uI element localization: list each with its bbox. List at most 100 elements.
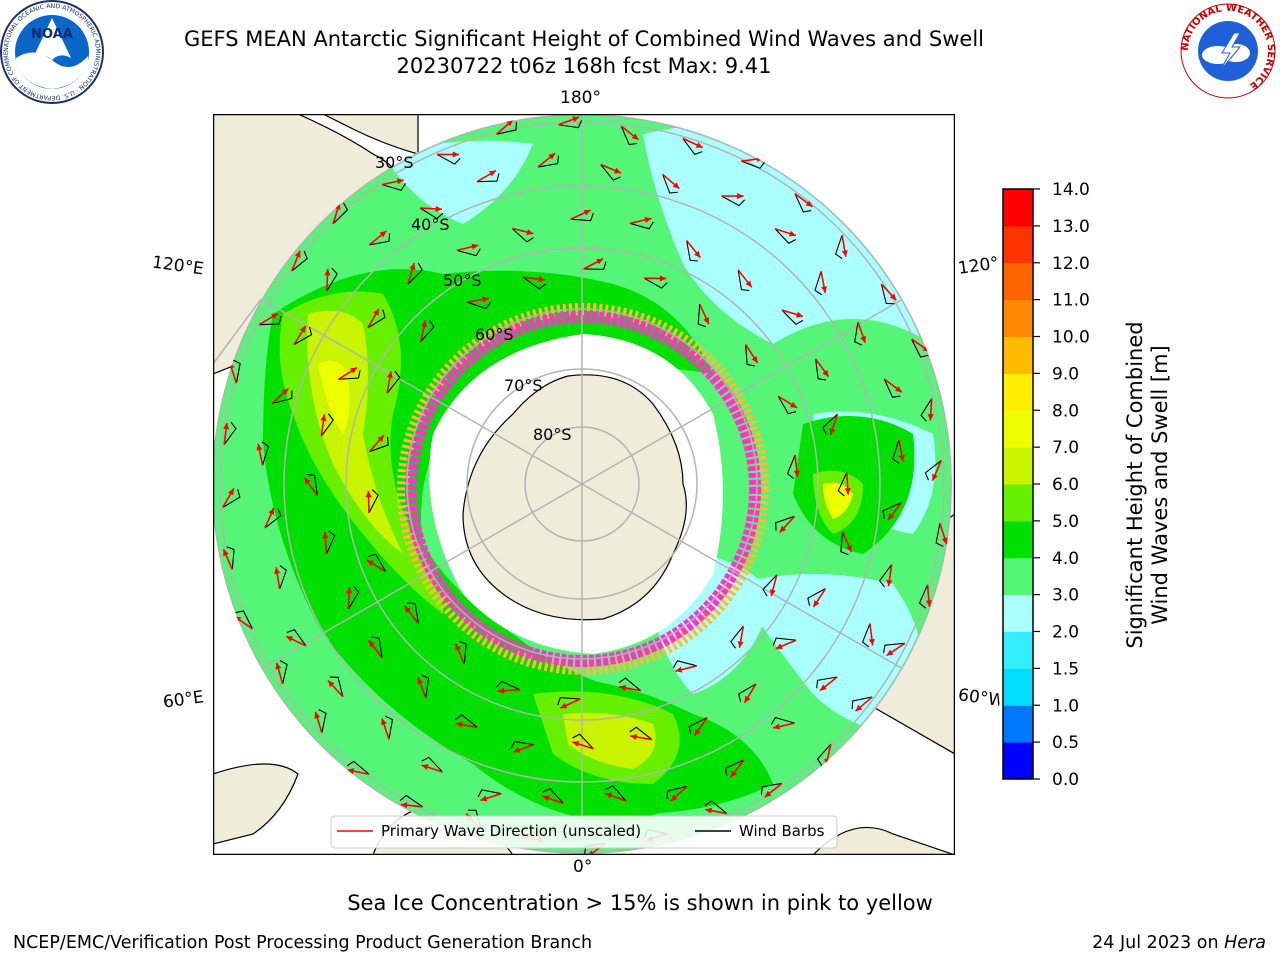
polar-map: 30°S 40°S 50°S 60°S 70°S 80°S Primary Wa… xyxy=(213,114,955,855)
wave-arrow-head xyxy=(497,687,505,694)
wave-arrow-head xyxy=(744,695,751,703)
wave-arrow-head xyxy=(822,369,829,377)
wind-barb xyxy=(816,743,832,767)
wind-barb xyxy=(840,531,849,556)
wave-arrow-head xyxy=(572,741,580,747)
wave-arrow-head xyxy=(889,293,897,301)
wind-barb xyxy=(477,789,502,798)
wind-barb xyxy=(496,121,517,135)
wind-barb xyxy=(583,261,607,270)
wind-barb xyxy=(620,125,638,146)
wave-arrow-head xyxy=(256,443,263,451)
wind-barb xyxy=(369,436,389,453)
wind-barb xyxy=(368,489,379,514)
wind-barb xyxy=(854,321,863,346)
wave-arrow-head xyxy=(471,243,479,250)
wave-arrow-head xyxy=(409,262,416,270)
wind-barb xyxy=(629,221,654,230)
colorbar-tick-label: 10.0 xyxy=(1052,328,1090,348)
wave-arrow-head xyxy=(452,151,460,158)
wave-arrow-head xyxy=(730,770,737,778)
colorbar-tick-label: 0.5 xyxy=(1052,733,1079,753)
wave-arrow-head xyxy=(350,367,358,374)
wind-barb xyxy=(367,309,386,329)
wind-barb xyxy=(369,233,391,246)
wind-barb xyxy=(880,283,895,305)
wind-barb xyxy=(558,120,583,129)
wind-barb xyxy=(666,785,688,800)
wind-barb xyxy=(935,523,944,547)
wind-barb xyxy=(794,193,812,213)
wave-arrow-head xyxy=(538,276,545,283)
wind-barb xyxy=(570,212,594,222)
wind-barb xyxy=(834,234,843,260)
wave-arrow-head xyxy=(927,414,934,421)
wind-barb xyxy=(222,489,241,508)
sea-ice-caption: Sea Ice Concentration > 15% is shown in … xyxy=(347,891,933,915)
wind-barb xyxy=(618,677,642,692)
wave-arrow-head xyxy=(829,427,836,435)
wind-barb xyxy=(346,760,370,775)
wave-arrow-head xyxy=(314,711,321,719)
wind-barb xyxy=(386,370,401,394)
wind-barb xyxy=(814,271,822,296)
wave-arrow-head xyxy=(614,167,622,174)
noaa-logo: NATIONAL OCEANIC AND ATMOSPHERIC ADMINIS… xyxy=(0,0,104,104)
wind-barb xyxy=(511,227,534,243)
lon-label-60e: 60°E xyxy=(161,687,206,713)
colorbar-tick-label: 8.0 xyxy=(1052,401,1079,421)
wind-barb xyxy=(772,637,797,646)
colorbar-swatch xyxy=(1003,447,1033,485)
wind-barb xyxy=(672,660,697,668)
wind-barb xyxy=(329,676,344,697)
wave-arrow-head xyxy=(793,470,800,477)
wave-arrow-head xyxy=(396,178,404,185)
wind-barb xyxy=(455,714,478,728)
colorbar-tick-label: 3.0 xyxy=(1052,586,1079,606)
footer-credit: NCEP/EMC/Verification Post Processing Pr… xyxy=(13,933,593,953)
wave-arrow-head xyxy=(400,802,408,809)
wind-barb xyxy=(264,508,282,529)
wave-arrow-head xyxy=(587,850,595,854)
svg-text:NOAA: NOAA xyxy=(31,27,73,42)
wind-barb xyxy=(600,164,621,181)
colorbar-swatch xyxy=(1003,336,1033,374)
wave-arrow-head xyxy=(672,182,680,189)
wave-arrow-head xyxy=(941,537,948,545)
wave-arrow-head xyxy=(377,435,384,442)
wind-barb xyxy=(371,636,383,659)
wind-barb xyxy=(605,785,627,802)
wave-arrow-head xyxy=(705,807,713,814)
wave-arrow-head xyxy=(789,230,796,237)
wave-arrow-head xyxy=(271,313,279,320)
wave-arrow-head xyxy=(548,153,556,160)
wave-arrow-head xyxy=(281,388,289,395)
colorbar-swatch xyxy=(1003,373,1033,411)
colorbar-tick-label: 1.5 xyxy=(1052,659,1079,679)
wave-arrow-head xyxy=(299,325,306,333)
wind-barb xyxy=(911,338,929,358)
lat-label-70s: 70°S xyxy=(504,376,543,395)
wind-barb xyxy=(572,733,594,750)
wave-arrow-head xyxy=(694,728,701,736)
wind-barb xyxy=(261,441,270,466)
wave-arrow-head xyxy=(489,170,496,177)
wave-arrow-head xyxy=(572,116,580,123)
wind-barb xyxy=(384,715,394,740)
wave-arrow-head xyxy=(513,747,521,753)
colorbar-tick-label: 5.0 xyxy=(1052,512,1079,532)
wind-barb xyxy=(320,413,334,437)
wave-arrow-head xyxy=(805,200,813,207)
colorbar-swatch xyxy=(1003,631,1033,669)
wind-barb xyxy=(883,378,901,398)
wind-barb xyxy=(279,660,288,685)
colorbar-swatch xyxy=(1003,742,1033,780)
wave-arrow-head xyxy=(268,507,275,515)
wave-arrow-head xyxy=(228,488,234,496)
wind-barb xyxy=(436,153,461,165)
wave-arrow-head xyxy=(619,684,627,691)
wind-barb xyxy=(704,800,728,814)
wave-arrow-head xyxy=(751,356,758,363)
wave-arrow-head xyxy=(327,680,335,688)
wave-arrow-head xyxy=(644,216,652,223)
